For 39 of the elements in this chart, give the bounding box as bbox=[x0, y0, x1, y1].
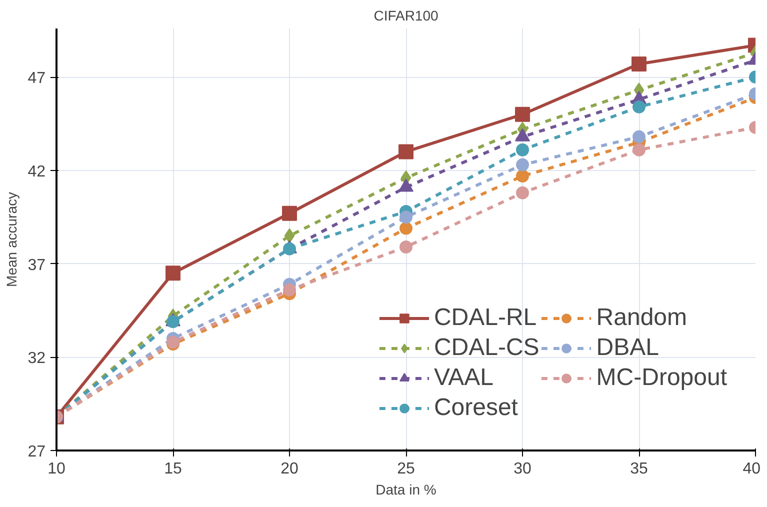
legend-label: DBAL bbox=[596, 334, 659, 362]
x-tick-label: 25 bbox=[397, 460, 415, 478]
x-tick-label: 35 bbox=[630, 460, 648, 478]
point bbox=[632, 130, 646, 144]
y-tick-label: 27 bbox=[28, 444, 46, 460]
x-tick-label: 20 bbox=[280, 460, 298, 478]
point bbox=[400, 210, 412, 224]
point bbox=[632, 56, 646, 72]
y-tick-label: 47 bbox=[28, 70, 46, 88]
legend-label: MC-Dropout bbox=[596, 364, 727, 392]
point bbox=[516, 170, 529, 182]
legend-label: CDAL-CS bbox=[434, 334, 540, 362]
x-tick-label: 40 bbox=[742, 460, 761, 478]
point bbox=[166, 266, 180, 281]
point bbox=[282, 206, 297, 221]
legend-label: VAAL bbox=[434, 364, 494, 392]
point bbox=[632, 100, 646, 114]
legend-label: Coreset bbox=[434, 394, 518, 422]
chart-title: CIFAR100 bbox=[374, 8, 439, 24]
legend-label: CDAL-RL bbox=[434, 304, 537, 332]
y-tick-label: 42 bbox=[28, 163, 46, 180]
point bbox=[632, 143, 646, 156]
point bbox=[284, 228, 295, 244]
y-axis-title: Mean accuracy bbox=[4, 192, 20, 287]
x-axis-title: Data in % bbox=[376, 482, 436, 498]
point bbox=[516, 143, 529, 156]
point bbox=[398, 144, 414, 160]
x-tick-label: 30 bbox=[514, 460, 532, 478]
y-tick-label: 37 bbox=[28, 256, 46, 274]
point bbox=[400, 240, 412, 254]
point bbox=[516, 158, 529, 172]
x-tick-label: 15 bbox=[164, 460, 182, 478]
point bbox=[516, 186, 529, 200]
point bbox=[400, 222, 412, 235]
y-tick-label: 32 bbox=[28, 350, 46, 368]
legend-label: Random bbox=[596, 304, 688, 332]
point bbox=[515, 106, 530, 122]
point bbox=[283, 283, 296, 296]
x-tick-label: 10 bbox=[48, 460, 66, 478]
